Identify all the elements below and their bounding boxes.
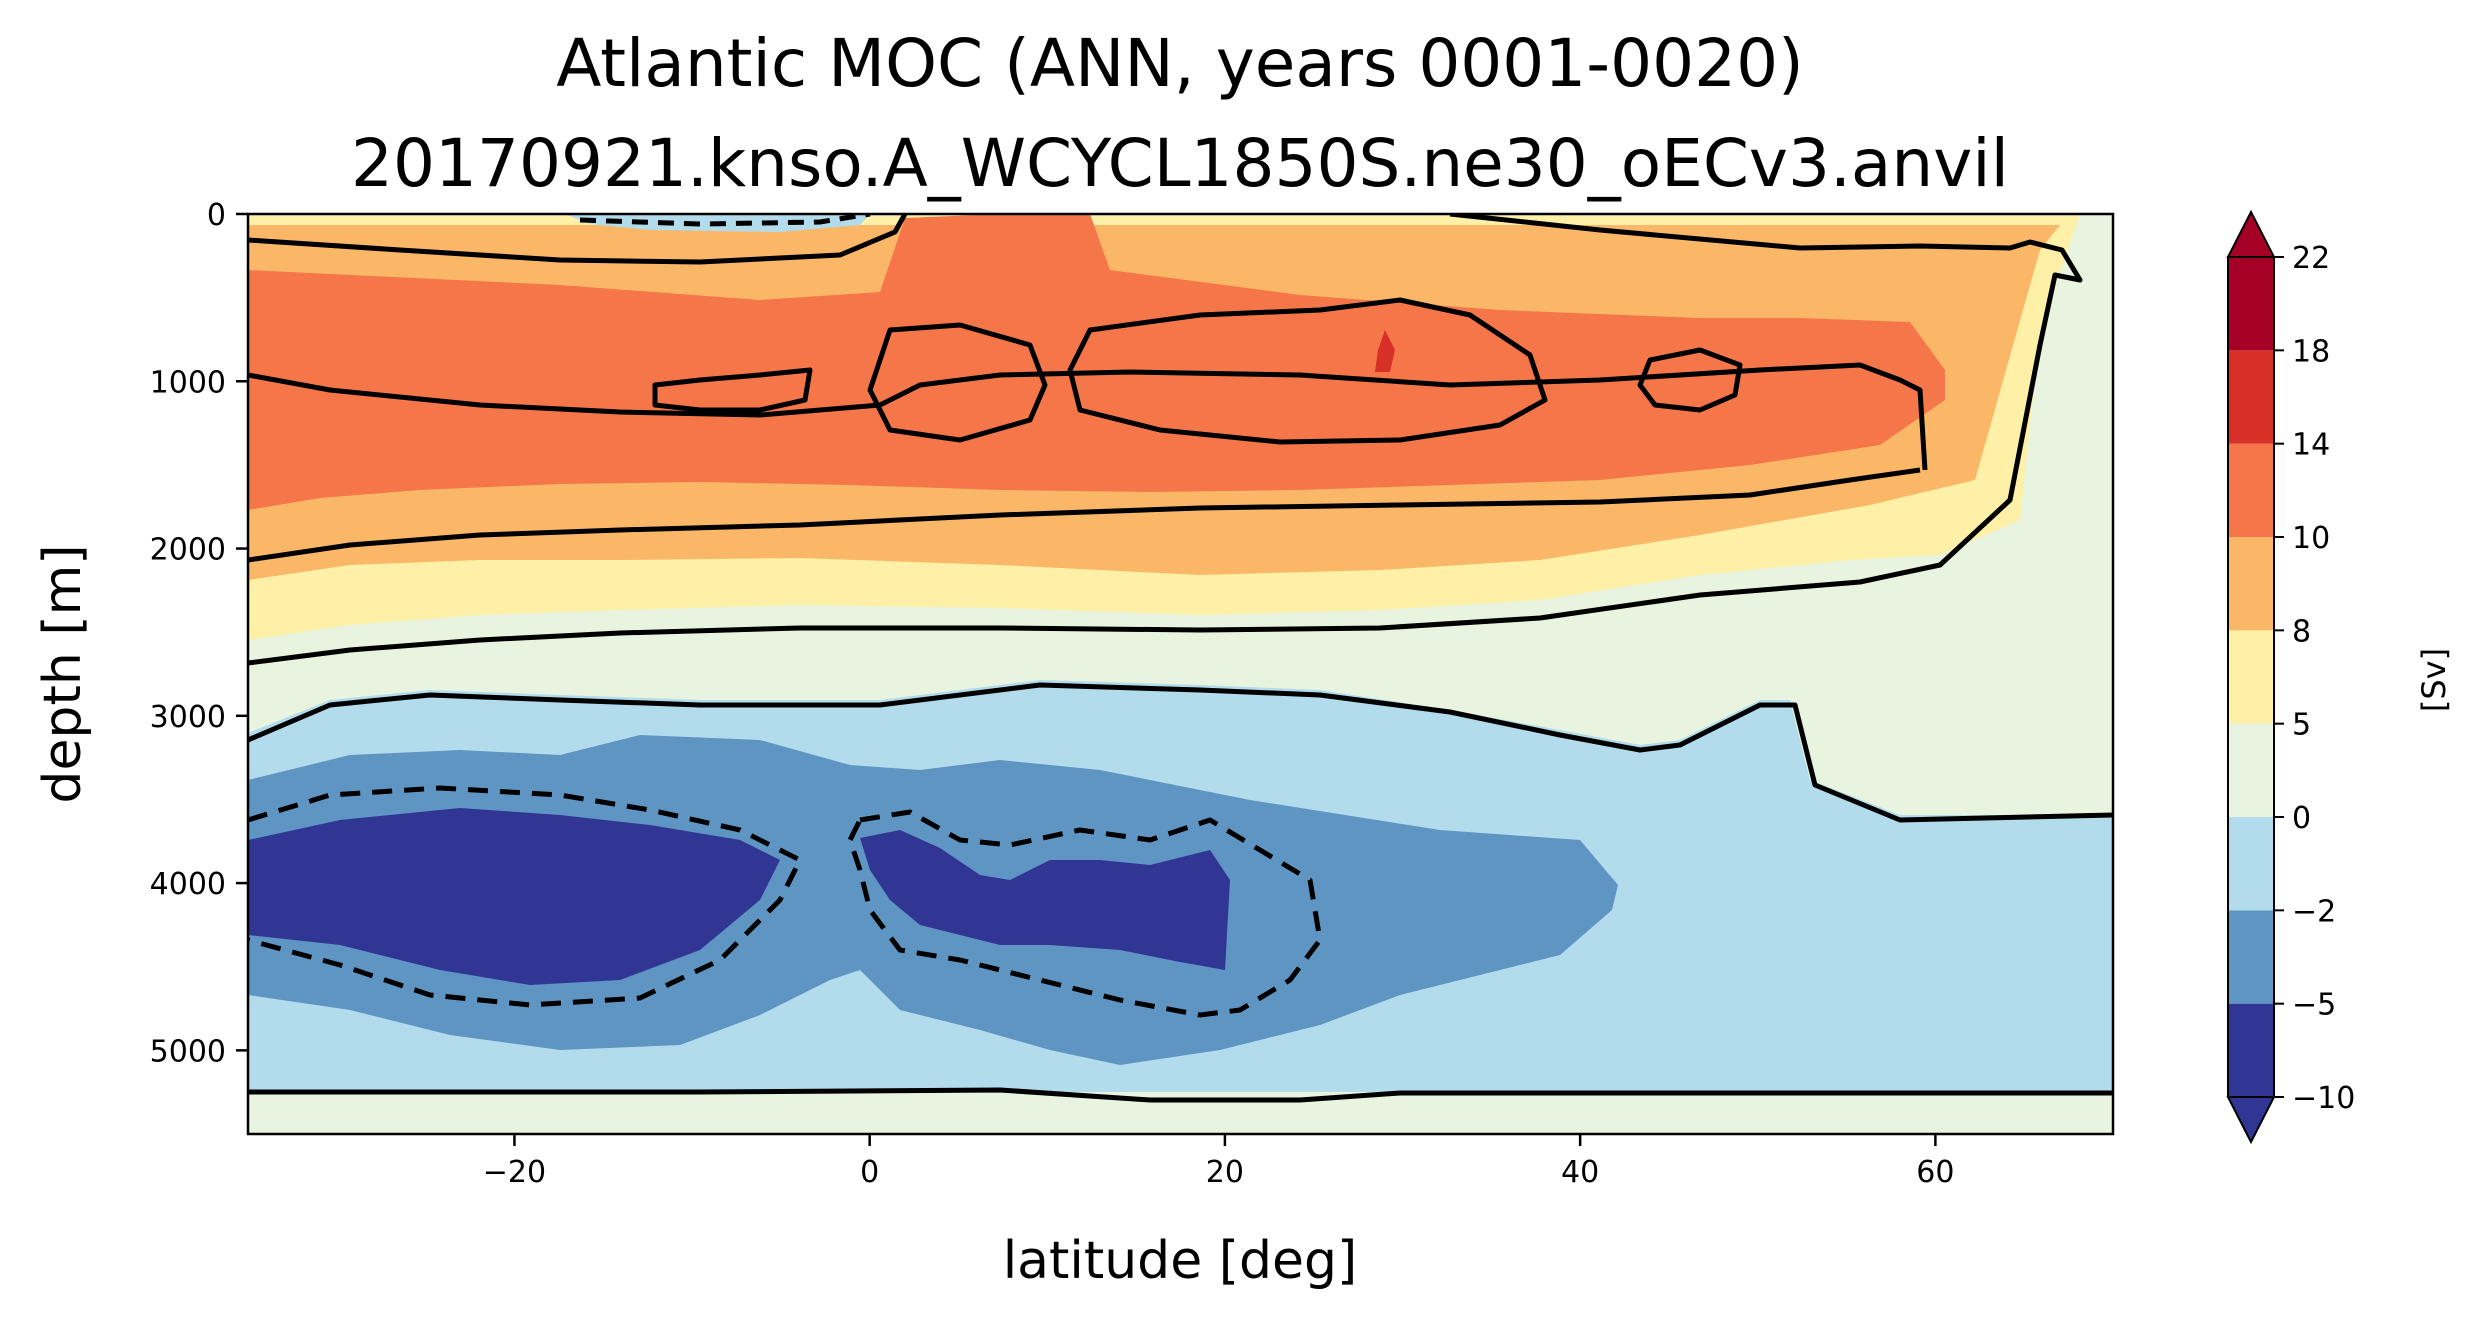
colorbar-tick-label: 10 <box>2292 521 2330 556</box>
y-tick-label: 0 <box>207 198 226 233</box>
region-minus10-to-minus5 <box>248 808 780 985</box>
colorbar-tick-label: 22 <box>2292 241 2330 276</box>
colorbar-segment <box>2228 257 2274 351</box>
colorbar-segment <box>2228 443 2274 537</box>
colorbar-segment <box>2228 1003 2274 1097</box>
y-tick-label: 2000 <box>150 533 226 568</box>
contour-12-cell-d <box>652 367 813 413</box>
contour-12-cell-c <box>1637 347 1743 413</box>
x-axis-label: latitude [deg] <box>1003 1231 1358 1291</box>
contour-10-upper <box>248 362 1928 471</box>
x-tick-label: 40 <box>1561 1155 1599 1190</box>
colorbar-segment <box>2228 910 2274 1004</box>
y-axis-label: depth [m] <box>33 544 93 803</box>
contour-zero-bottom <box>248 1087 2113 1103</box>
colorbar-tick-label: 18 <box>2292 334 2330 369</box>
contour-dashed-surface <box>579 214 871 227</box>
x-axis-ticks: −20 0 20 40 60 <box>483 1134 1954 1190</box>
plot-area <box>248 214 2113 1134</box>
contour-12-cell-a <box>867 322 1048 443</box>
plot-frame <box>246 212 2115 1136</box>
region-bottom-0-to-5 <box>248 1092 2113 1134</box>
x-tick-label: 20 <box>1206 1155 1244 1190</box>
contour-zero-upper <box>248 214 2083 666</box>
contour-zero-lower <box>248 682 2113 823</box>
colorbar-segment <box>2228 723 2274 817</box>
contour-12-cell-b <box>1067 297 1548 445</box>
x-tick-label: 0 <box>860 1155 879 1190</box>
y-tick-label: 1000 <box>150 365 226 400</box>
y-axis-ticks: 0 1000 2000 3000 4000 5000 <box>150 198 248 1069</box>
contour-dashed-minus5-a <box>248 785 803 1008</box>
colorbar-tick-label: 0 <box>2292 801 2311 836</box>
chart-title: Atlantic MOC (ANN, years 0001-0020) <box>556 25 1804 102</box>
colorbar-tick-label: 8 <box>2292 614 2311 649</box>
y-tick-label: 4000 <box>150 867 226 902</box>
chart-subtitle: 20170921.knso.A_WCYCL1850S.ne30_oECv3.an… <box>351 125 2009 202</box>
colorbar-extend-under <box>2226 1096 2276 1145</box>
x-tick-label: 60 <box>1916 1155 1954 1190</box>
colorbar: −10 −5 −2 0 5 8 10 14 18 22 <box>2226 209 2355 1145</box>
region-minus10-to-minus5-b <box>860 830 1230 970</box>
contour-dashed-minus5-b <box>847 809 1323 1018</box>
colorbar-frame <box>2227 256 2275 1098</box>
colorbar-segment <box>2228 630 2274 724</box>
colorbar-segment <box>2228 537 2274 631</box>
contour-lines <box>248 214 2113 1103</box>
colorbar-tick-label: −2 <box>2292 894 2336 929</box>
contour-10-surface <box>248 214 908 265</box>
colorbar-tick-label: −10 <box>2292 1081 2355 1116</box>
x-tick-label: −20 <box>483 1155 546 1190</box>
colorbar-extend-over <box>2226 209 2276 258</box>
colorbar-label: [Sv] <box>2415 648 2453 712</box>
colorbar-segment <box>2228 817 2274 911</box>
y-tick-label: 5000 <box>150 1034 226 1069</box>
contour-10-lower <box>248 467 1921 563</box>
y-tick-label: 3000 <box>150 700 226 735</box>
colorbar-tick-label: 14 <box>2292 428 2330 463</box>
colorbar-segment <box>2228 350 2274 444</box>
colorbar-tick-label: 5 <box>2292 708 2311 743</box>
region-10-to-14 <box>248 214 1945 510</box>
colorbar-tick-label: −5 <box>2292 988 2336 1023</box>
region-14-to-18 <box>1375 330 1395 372</box>
